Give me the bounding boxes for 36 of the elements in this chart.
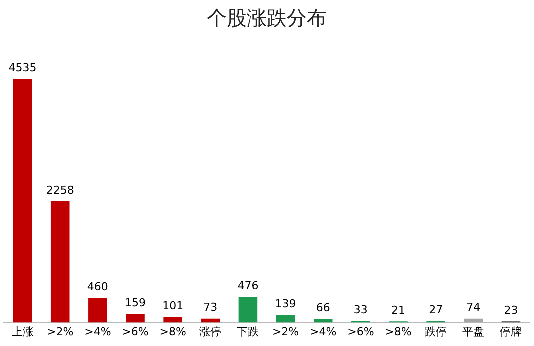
bar <box>276 315 296 323</box>
data-label: 4535 <box>8 61 37 74</box>
bar <box>13 79 32 323</box>
x-tick-label: >8% <box>385 325 412 338</box>
data-label: 476 <box>238 280 259 293</box>
x-tick-label: >4% <box>84 325 112 338</box>
bar <box>126 314 145 323</box>
data-label: 74 <box>466 301 481 314</box>
data-label: 460 <box>87 280 108 294</box>
bar <box>50 201 70 323</box>
data-label: 33 <box>354 303 368 316</box>
x-tick-label: 停牌 <box>500 325 522 338</box>
x-tick-label: >4% <box>310 325 337 338</box>
data-label: 23 <box>504 304 518 317</box>
data-label: 73 <box>204 301 218 314</box>
x-tick-label: 下跌 <box>237 325 260 338</box>
x-tick-label: 涨停 <box>200 325 222 338</box>
data-label: 101 <box>162 300 184 313</box>
data-label: 2258 <box>46 184 74 197</box>
data-label: 66 <box>316 302 330 315</box>
x-tick-label: >2% <box>47 325 74 338</box>
bar <box>164 317 182 323</box>
x-tick-label: >2% <box>272 325 300 338</box>
x-tick-label: >6% <box>122 325 149 338</box>
bar <box>88 298 108 323</box>
x-tick-label: 平盘 <box>462 325 485 338</box>
x-tick-label: >8% <box>160 325 186 338</box>
x-tick-label: 上涨 <box>12 325 34 338</box>
bar <box>238 297 258 323</box>
chart-title: 个股涨跌分布 <box>206 5 328 32</box>
x-tick-label: 跌停 <box>425 325 448 338</box>
data-label: 139 <box>275 298 296 311</box>
x-tick-label: >6% <box>348 325 374 338</box>
data-label: 27 <box>429 304 444 317</box>
data-label: 159 <box>125 296 146 310</box>
data-label: 21 <box>392 304 406 318</box>
